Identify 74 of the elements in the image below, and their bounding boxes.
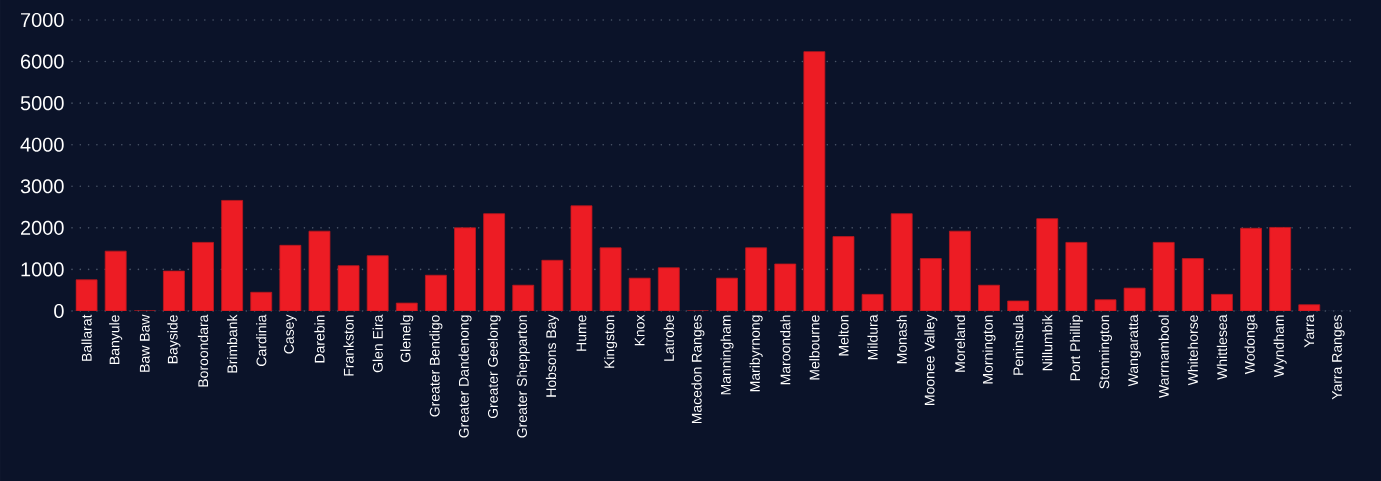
x-tick-label: Greater Dandenong	[458, 315, 472, 438]
bar	[716, 278, 738, 311]
y-tick-label: 2000	[21, 220, 64, 235]
y-tick-label: 1000	[21, 262, 64, 277]
bar	[658, 267, 680, 311]
x-tick-label: Whitehorse	[1187, 315, 1198, 386]
x-tick-label: Glenelg	[400, 315, 414, 363]
bar	[803, 51, 825, 311]
x-tick-label: Moonee Valley	[924, 314, 938, 405]
x-tick-label: Yarra	[1304, 314, 1315, 348]
bar	[891, 213, 913, 311]
x-tick-label: Manningham	[720, 315, 734, 395]
x-tick-label: Latrobe	[663, 315, 674, 361]
bar	[105, 251, 127, 311]
x-tick-label: Brimbank	[226, 314, 238, 373]
bar	[425, 275, 447, 311]
x-tick-label: Glen Eira	[372, 314, 383, 373]
x-tick-label: Stonnington	[1098, 315, 1113, 389]
x-tick-label: Banyule	[109, 315, 123, 364]
x-tick-label: Kingston	[604, 315, 618, 368]
bar	[1036, 218, 1058, 311]
x-tick-label: Hobsons Bay	[545, 314, 559, 397]
bar	[949, 231, 971, 311]
bar	[454, 227, 476, 311]
bar	[483, 213, 505, 311]
x-tick-label: Maroondah	[780, 315, 791, 385]
x-tick-label: Melbourne	[809, 315, 820, 380]
bar	[221, 200, 243, 311]
x-tick-label: Frankston	[343, 315, 354, 376]
x-tick-label: Casey	[284, 314, 297, 354]
bar	[163, 271, 185, 311]
x-tick-label: Moreland	[954, 315, 966, 372]
bar	[920, 258, 942, 311]
x-tick-label: Peninsula	[1013, 314, 1024, 375]
bar	[745, 247, 767, 311]
x-tick-label: Knox	[634, 314, 645, 346]
bar	[774, 264, 796, 311]
x-tick-label: Whittlesea	[1216, 314, 1228, 380]
x-tick-label: Wyndham	[1273, 315, 1287, 378]
bar	[629, 278, 651, 311]
bar	[192, 242, 214, 311]
x-tick-label: Wodonga	[1244, 314, 1258, 375]
x-tick-label: Darebin	[314, 315, 325, 363]
x-tick-label: Warrnambool	[1158, 315, 1169, 398]
x-tick-label: Greater Bendigo	[429, 315, 443, 417]
x-tick-label: Ballarat	[81, 314, 92, 361]
x-tick-label: Nillumbik	[1042, 314, 1053, 371]
bar	[1269, 227, 1291, 311]
bar	[1182, 258, 1204, 311]
y-tick-label: 6000	[21, 54, 64, 69]
x-tick-label: Port Phillip	[1069, 315, 1083, 381]
x-tick-label: Wangaratta	[1128, 314, 1141, 387]
x-tick-label: Baw Baw	[139, 314, 150, 372]
x-tick-label: Greater Shepparton	[516, 315, 530, 438]
bar	[1153, 242, 1175, 311]
x-tick-label: Mornington	[982, 315, 996, 384]
y-tick-label: 7000	[21, 12, 64, 28]
x-tick-label: Melton	[838, 315, 849, 356]
y-tick-label: 3000	[20, 179, 64, 194]
y-tick-label: 4000	[20, 137, 64, 152]
bar	[367, 255, 389, 311]
x-tick-label: Macedon Ranges	[691, 315, 705, 424]
x-tick-label: Mildura	[867, 314, 878, 360]
bar	[1240, 228, 1262, 311]
y-tick-label: 5000	[20, 96, 64, 111]
x-tick-label: Maribyrnong	[749, 315, 763, 392]
x-tick-label: Yarra Ranges	[1332, 315, 1345, 400]
x-tick-label: Monash	[896, 315, 907, 364]
y-tick-label: 0	[54, 303, 64, 319]
x-tick-label: Boroondara	[197, 314, 209, 387]
x-tick-label: Bayside	[167, 315, 181, 364]
x-tick-label: Greater Geelong	[487, 315, 501, 419]
x-tick-label: Hume	[576, 315, 587, 351]
x-tick-label: Cardinia	[256, 314, 267, 366]
